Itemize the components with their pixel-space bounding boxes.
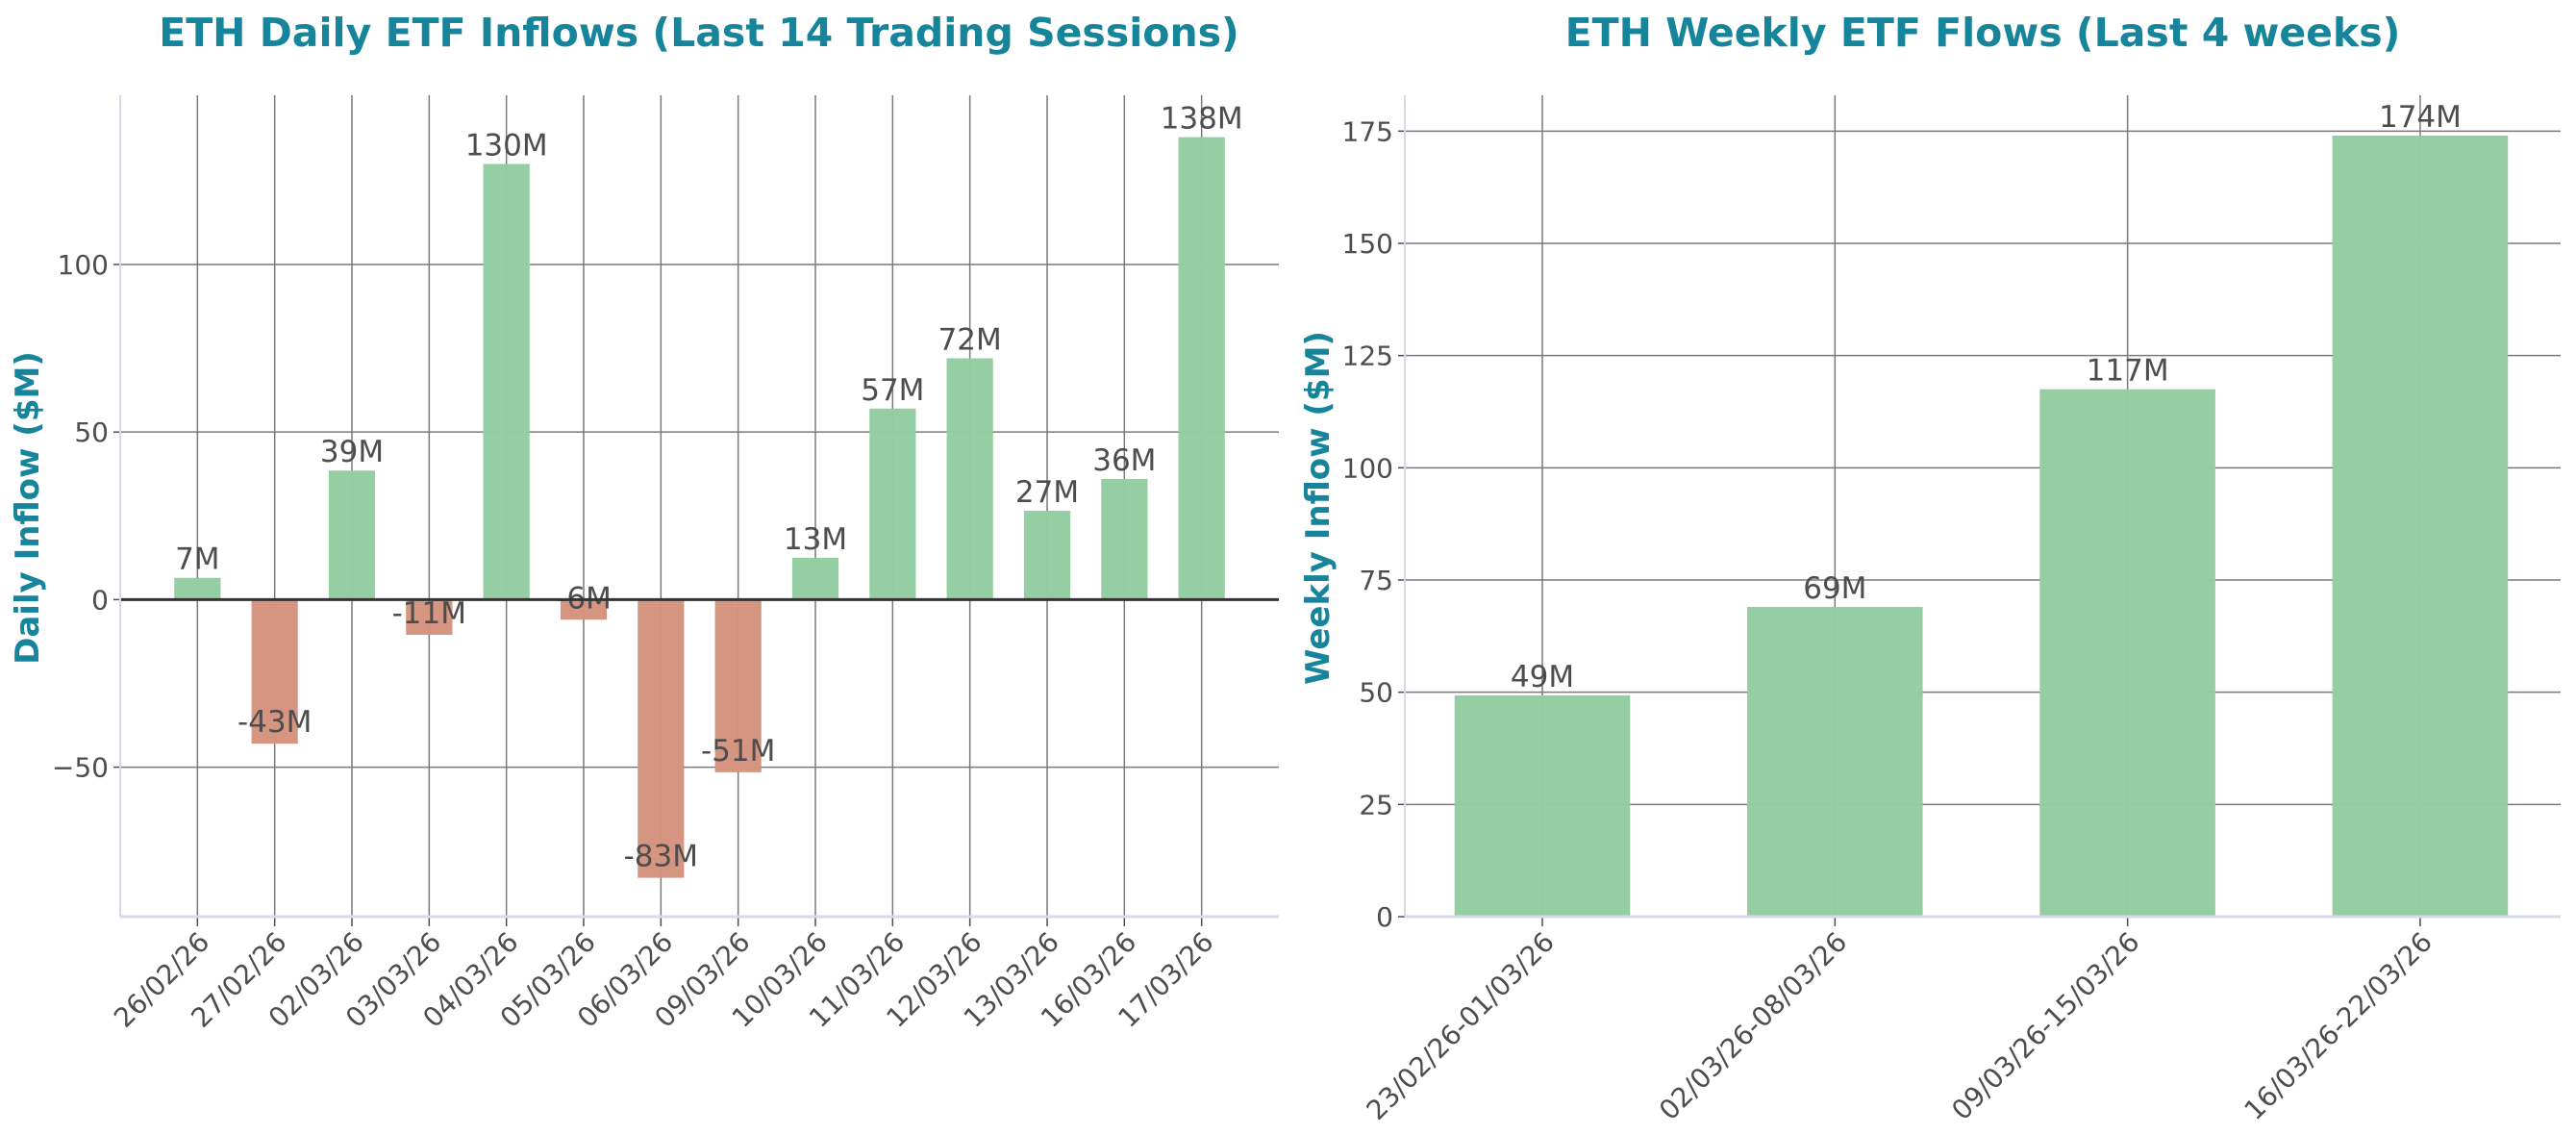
daily-bar (714, 599, 762, 772)
weekly-ytick-label: 25 (1359, 789, 1393, 820)
weekly-ytick-label: 50 (1359, 677, 1393, 709)
daily-bar (174, 577, 221, 600)
weekly-xtick-label: 09/03/26-15/03/26 (1945, 926, 2145, 1126)
daily-y-axis-label: Daily Inflow ($M) (9, 351, 47, 665)
weekly-xtick-label: 02/03/26-08/03/26 (1653, 926, 1853, 1126)
daily-value-label: -51M (701, 734, 775, 769)
daily-value-label: 36M (1092, 443, 1156, 478)
daily-value-label: 13M (784, 522, 847, 557)
daily-bar (869, 408, 916, 600)
weekly-bar (1454, 694, 1631, 917)
daily-value-label: 138M (1161, 102, 1243, 137)
weekly-bar (1747, 607, 1923, 917)
weekly-ytick-label: 125 (1342, 340, 1393, 372)
weekly-y-axis-label: Weekly Inflow ($M) (1299, 331, 1338, 685)
daily-value-label: -43M (238, 705, 312, 740)
daily-ytick-label: 50 (74, 416, 109, 448)
daily-bar (483, 164, 530, 600)
weekly-value-label: 69M (1803, 571, 1866, 606)
daily-bar (946, 358, 993, 600)
weekly-value-label: 174M (2379, 100, 2462, 135)
daily-bar (1101, 478, 1148, 600)
daily-ytick-label: 0 (91, 584, 109, 616)
daily-chart-title: ETH Daily ETF Inflows (Last 14 Trading S… (159, 10, 1239, 56)
weekly-value-label: 49M (1511, 660, 1574, 694)
daily-ytick-label: 100 (58, 249, 109, 281)
daily-value-label: 27M (1015, 475, 1079, 510)
daily-bar (638, 599, 685, 878)
weekly-ytick-label: 0 (1376, 901, 1393, 933)
daily-value-label: 72M (938, 323, 1002, 358)
daily-value-label: -83M (624, 840, 698, 874)
weekly-bar (2332, 136, 2509, 917)
weekly-chart: 0 25 50 75 100 125 150 175 23/02/26-01/03/26 02/0… (1342, 95, 2561, 1126)
daily-bar (1178, 137, 1225, 600)
daily-value-label: 7M (175, 542, 219, 577)
daily-bar (791, 557, 839, 600)
daily-chart: −5005010026/02/2627/02/2602/03/2603/03/2… (52, 95, 1279, 1034)
weekly-value-label: 117M (2087, 354, 2169, 389)
daily-value-label: 57M (861, 373, 924, 408)
daily-value-label: -11M (392, 596, 466, 631)
weekly-ytick-label: 100 (1342, 452, 1393, 484)
weekly-xtick-label: 23/02/26-01/03/26 (1361, 926, 1561, 1126)
weekly-ytick-label: 175 (1342, 115, 1393, 147)
daily-value-label: 130M (465, 128, 548, 163)
daily-bar (251, 599, 298, 744)
weekly-chart-title: ETH Weekly ETF Flows (Last 4 weeks) (1565, 10, 2401, 56)
daily-bar (406, 599, 453, 635)
weekly-ytick-label: 75 (1359, 565, 1393, 596)
daily-bar (328, 470, 376, 600)
weekly-bar (2039, 389, 2215, 918)
weekly-ytick-label: 150 (1342, 228, 1393, 260)
daily-bar (1023, 511, 1071, 600)
weekly-xtick-label: 16/03/26-22/03/26 (2238, 926, 2438, 1126)
daily-bar (560, 599, 608, 620)
daily-value-label: 39M (320, 435, 384, 469)
daily-ytick-label: −50 (52, 752, 109, 784)
